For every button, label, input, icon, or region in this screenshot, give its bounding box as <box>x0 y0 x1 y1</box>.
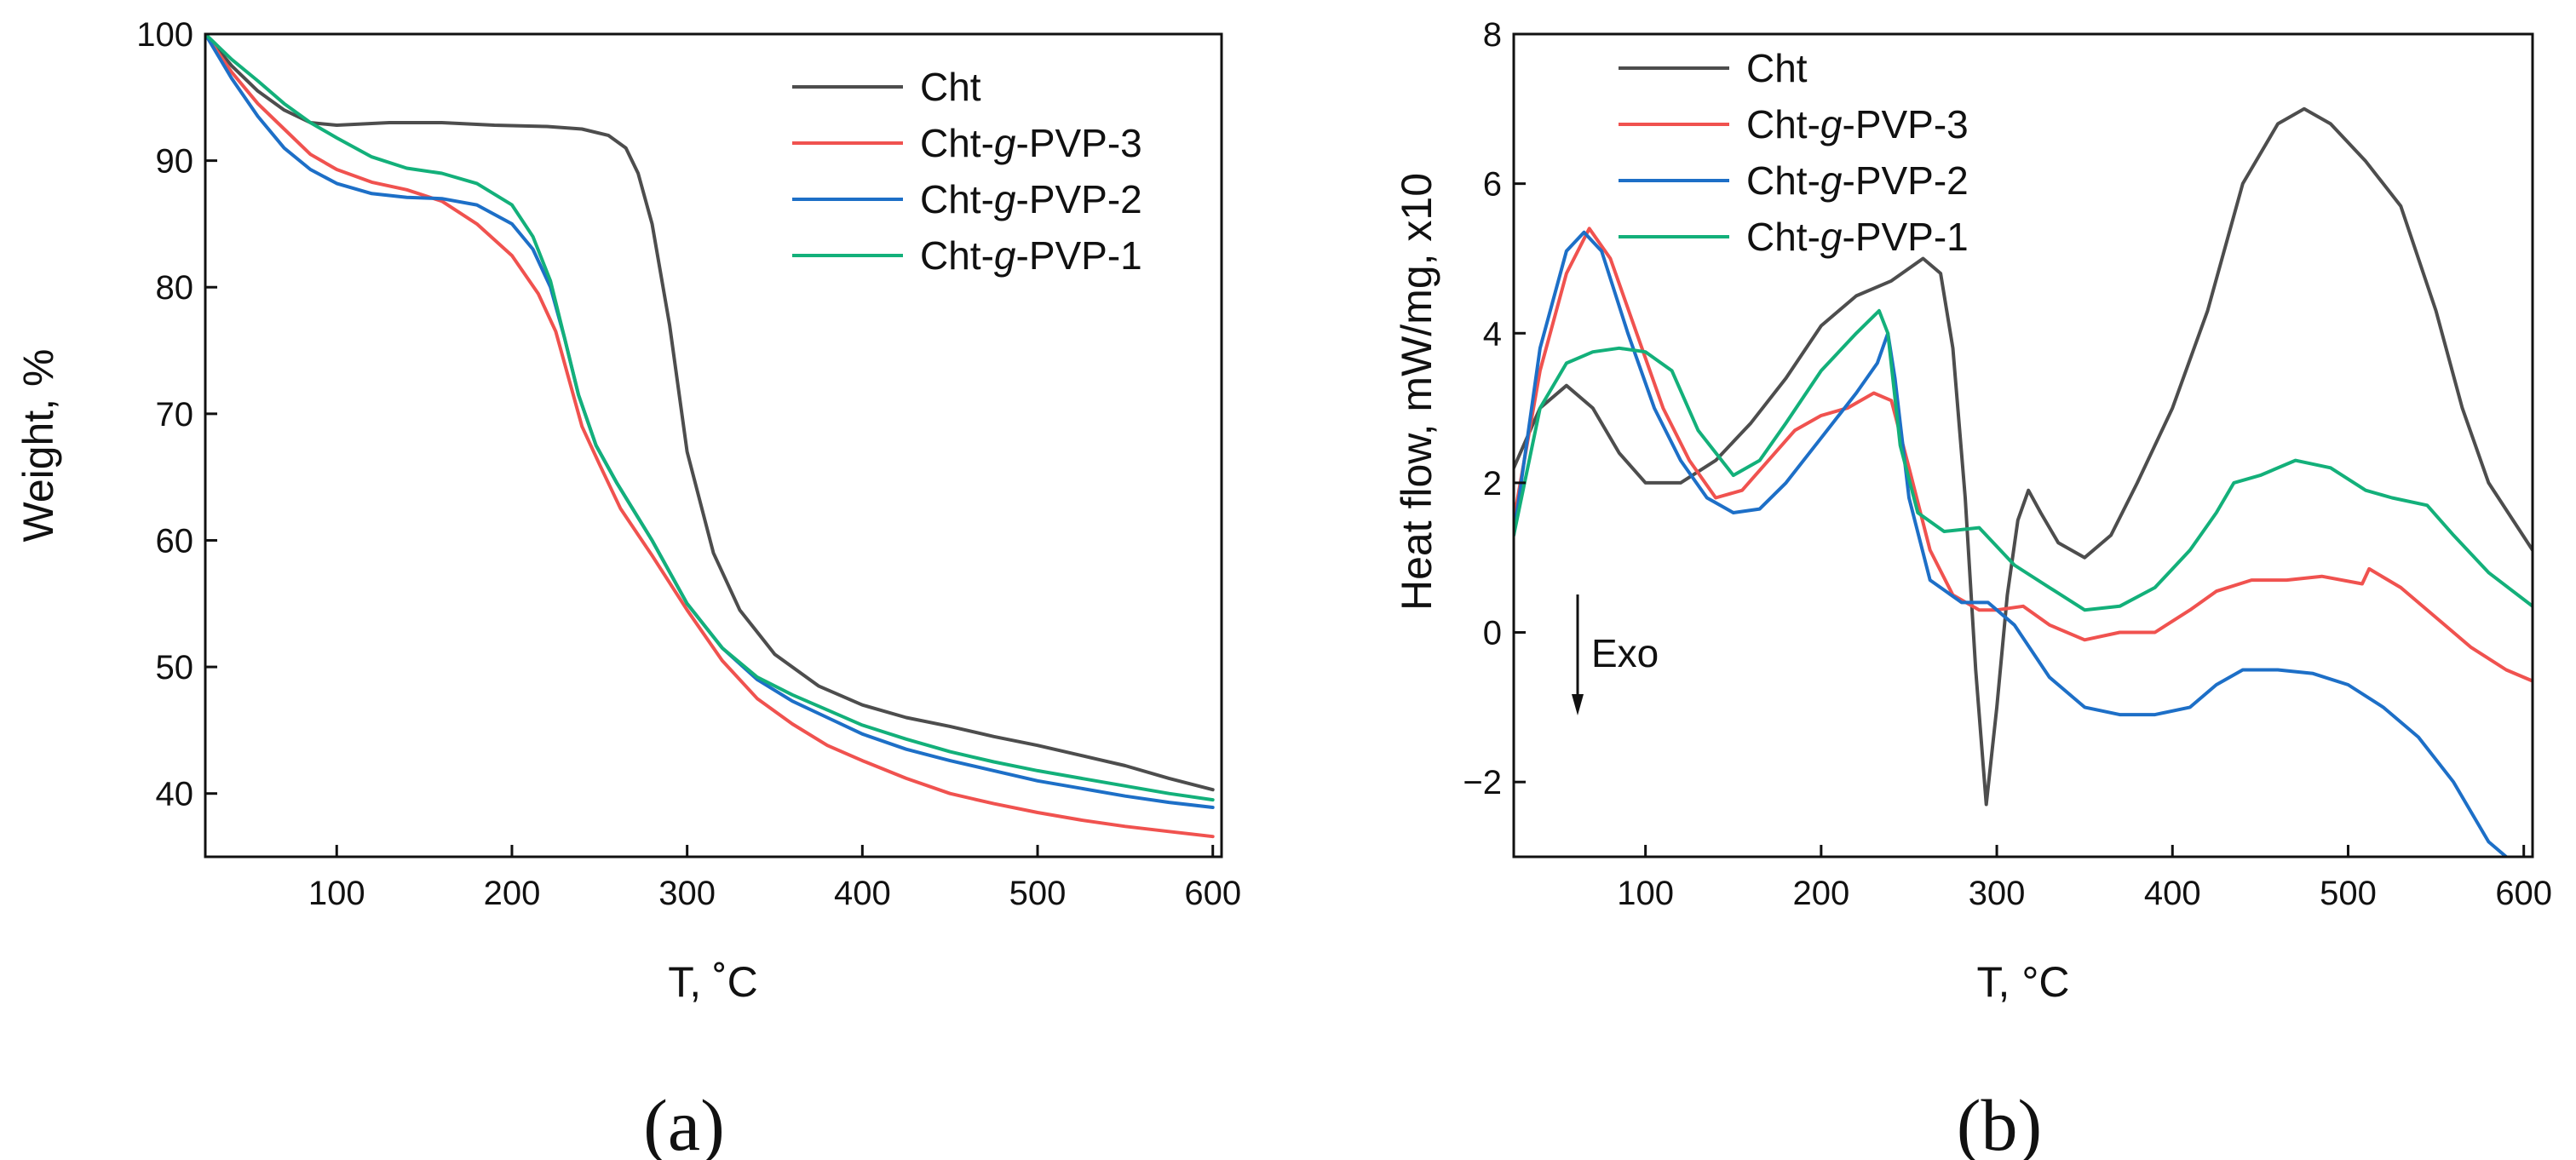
y-tick-label: 8 <box>1483 16 1502 54</box>
legend-text-part: Cht- <box>1746 158 1820 203</box>
legend-label-cht-g-pvp-2: Cht-g-PVP-2 <box>1746 158 1969 203</box>
y-tick-label: 4 <box>1483 315 1502 353</box>
x-tick-label: 400 <box>834 875 891 912</box>
series-line-cht-g-pvp-3 <box>1514 227 2533 683</box>
series-line-cht-g-pvp-3 <box>205 34 1215 839</box>
y-tick-label: 70 <box>156 396 194 434</box>
y-axis-label-a: Weight, % <box>14 349 62 543</box>
x-tick-label: 600 <box>1184 875 1241 912</box>
y-tick-label: 50 <box>156 649 194 686</box>
legend-text-part: Cht <box>1746 46 1808 90</box>
y-tick-label: 90 <box>156 143 194 181</box>
legend-label-cht-g-pvp-1: Cht-g-PVP-1 <box>920 233 1142 278</box>
legend-label-cht-g-pvp-3: Cht-g-PVP-3 <box>1746 102 1969 146</box>
series-layer-a <box>205 34 1215 839</box>
legend-label-cht-g-pvp-2: Cht-g-PVP-2 <box>920 177 1142 221</box>
legend-text-part: -PVP-1 <box>1016 233 1142 278</box>
legend-label-cht: Cht <box>920 65 981 109</box>
legend-text-part: g <box>1820 215 1843 259</box>
panel-label-b: (b) <box>1957 1084 2042 1160</box>
legend-text-part: Cht- <box>920 233 994 278</box>
x-tick-label: 100 <box>1617 875 1674 912</box>
x-tick-label: 100 <box>308 875 365 912</box>
legend-label-cht: Cht <box>1746 46 1808 90</box>
legend-text-part: g <box>1820 102 1843 146</box>
legend-text-part: Cht- <box>920 177 994 221</box>
legend-text-part: -PVP-3 <box>1843 102 1969 146</box>
exo-annotation: Exo <box>1591 631 1659 675</box>
y-tick-label: 0 <box>1483 615 1502 652</box>
y-tick-label: 80 <box>156 269 194 307</box>
x-tick-label: 500 <box>1009 875 1067 912</box>
series-line-cht-g-pvp-2 <box>1514 230 2509 857</box>
y-tick-label: 100 <box>136 16 193 54</box>
legend-label-cht-g-pvp-1: Cht-g-PVP-1 <box>1746 215 1969 259</box>
panel-label-a: (a) <box>643 1084 724 1160</box>
dsc-panel: 100 200 300 400 500 600 −2 0 2 4 6 8 T, °C Heat flo… <box>1393 16 2552 1160</box>
x-tick-label: 300 <box>658 875 716 912</box>
legend-text-part: -PVP-3 <box>1016 121 1142 165</box>
legend-text-part: Cht- <box>1746 102 1820 146</box>
legend-text-part: g <box>994 233 1016 278</box>
legend-text-part: -PVP-1 <box>1843 215 1969 259</box>
legend-text-part: g <box>994 177 1016 221</box>
x-axis-label-b: T, °C <box>1977 958 2070 1006</box>
series-layer-b <box>1514 106 2533 857</box>
y-axis-label-b: Heat flow, mW/mg, x10 <box>1393 173 1440 611</box>
y-tick-label: 2 <box>1483 465 1502 502</box>
legend-text-part: g <box>1820 158 1843 203</box>
x-tick-label: 400 <box>2144 875 2201 912</box>
legend-text-part: Cht- <box>920 121 994 165</box>
y-tick-label: 40 <box>156 776 194 813</box>
series-line-cht <box>1514 106 2533 807</box>
series-line-cht <box>205 34 1215 792</box>
y-tick-label: 60 <box>156 522 194 560</box>
legend-text-part: g <box>994 121 1016 165</box>
plot-frame-a <box>204 32 1223 859</box>
x-tick-label: 300 <box>1969 875 2026 912</box>
exo-arrow-head-icon <box>1572 694 1584 715</box>
x-tick-label: 600 <box>2495 875 2552 912</box>
ticks-b: 100 200 300 400 500 600 −2 0 2 4 6 8 <box>1463 16 2552 912</box>
legend-text-part: Cht- <box>1746 215 1820 259</box>
plot-frame-b <box>1512 32 2534 859</box>
x-axis-label-a: T, ˚C <box>668 958 758 1006</box>
ticks-a: 100 200 300 400 500 600 40 50 60 70 80 90 100 <box>136 16 1241 912</box>
legend-text-part: -PVP-2 <box>1843 158 1969 203</box>
x-tick-label: 500 <box>2320 875 2377 912</box>
series-line-cht-g-pvp-1 <box>205 34 1215 802</box>
legend-label-cht-g-pvp-3: Cht-g-PVP-3 <box>920 121 1142 165</box>
x-tick-label: 200 <box>1792 875 1849 912</box>
x-tick-label: 200 <box>484 875 541 912</box>
series-line-cht-g-pvp-1 <box>1514 308 2533 612</box>
y-tick-label: −2 <box>1463 764 1502 801</box>
y-tick-label: 6 <box>1483 166 1502 204</box>
legend-text-part: -PVP-2 <box>1016 177 1142 221</box>
legend-text-part: Cht <box>920 65 981 109</box>
